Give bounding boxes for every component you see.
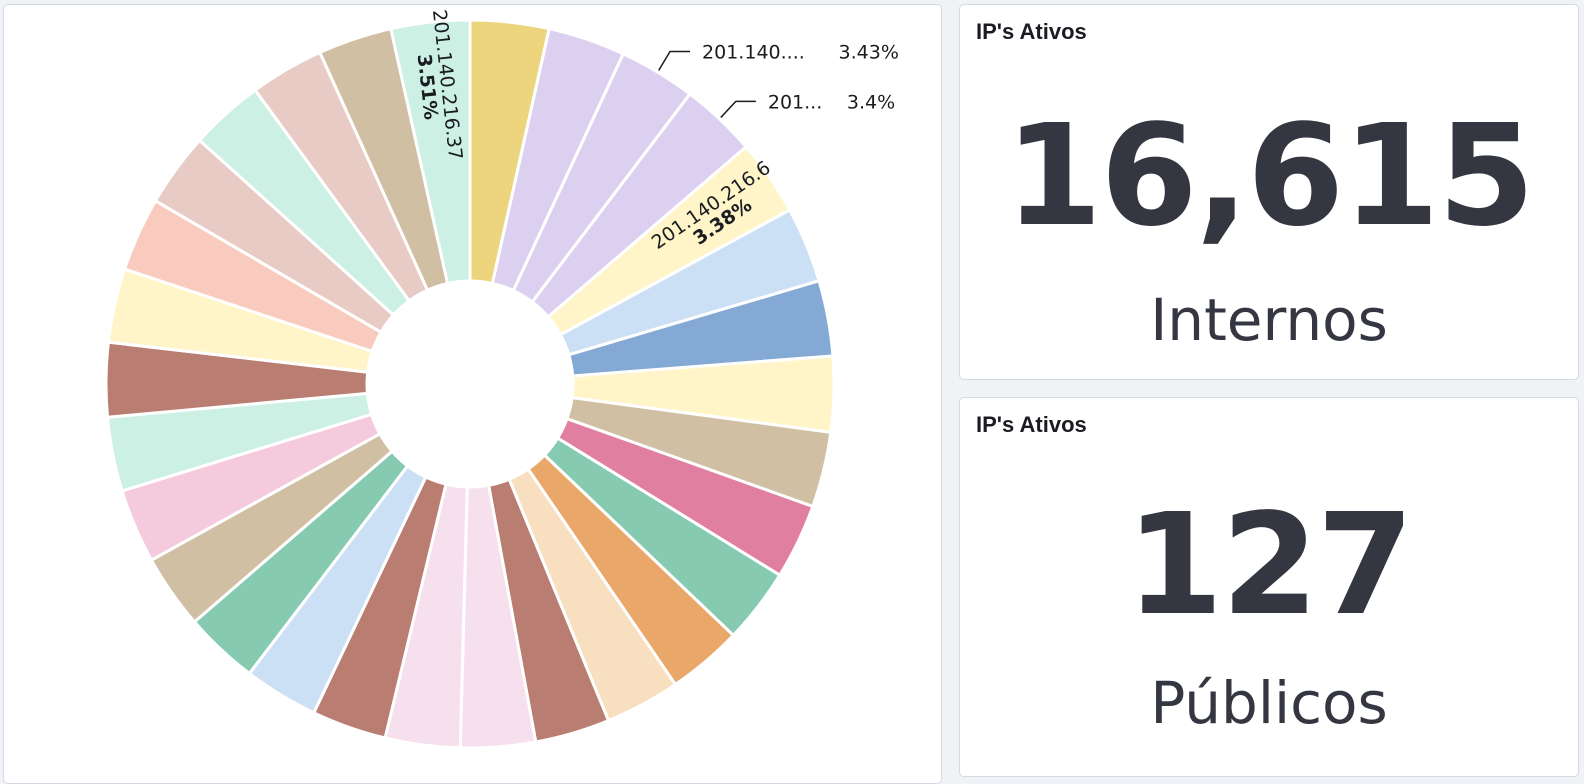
metric-label: Internos xyxy=(1150,286,1388,354)
donut-chart[interactable]: 201.140.216.63.38%201.140.216.373.51%201… xyxy=(4,5,942,784)
donut-chart-panel: 201.140.216.6 3.38% 201.140.216.37 3.51% 201… xyxy=(3,4,942,784)
leader-line xyxy=(720,100,756,118)
pie-slice[interactable] xyxy=(389,18,472,286)
metric-title: IP's Ativos xyxy=(976,412,1087,437)
metric-value: 16,615 xyxy=(1004,95,1535,258)
slice-label: 201.140.... xyxy=(702,42,805,64)
metric-label: Públicos xyxy=(1150,669,1388,737)
metric-panel-publicos: IP's Ativos 127 Públicos xyxy=(959,397,1579,777)
slice-value-label: 3.4% xyxy=(847,91,895,113)
slice-label: 201... xyxy=(768,91,822,113)
metric-title: IP's Ativos xyxy=(976,19,1087,44)
slice-value-label: 3.43% xyxy=(839,42,899,64)
leader-line xyxy=(658,50,691,71)
metric-panel-internos: IP's Ativos 16,615 Internos xyxy=(959,4,1579,380)
metric-value: 127 xyxy=(1125,484,1414,647)
